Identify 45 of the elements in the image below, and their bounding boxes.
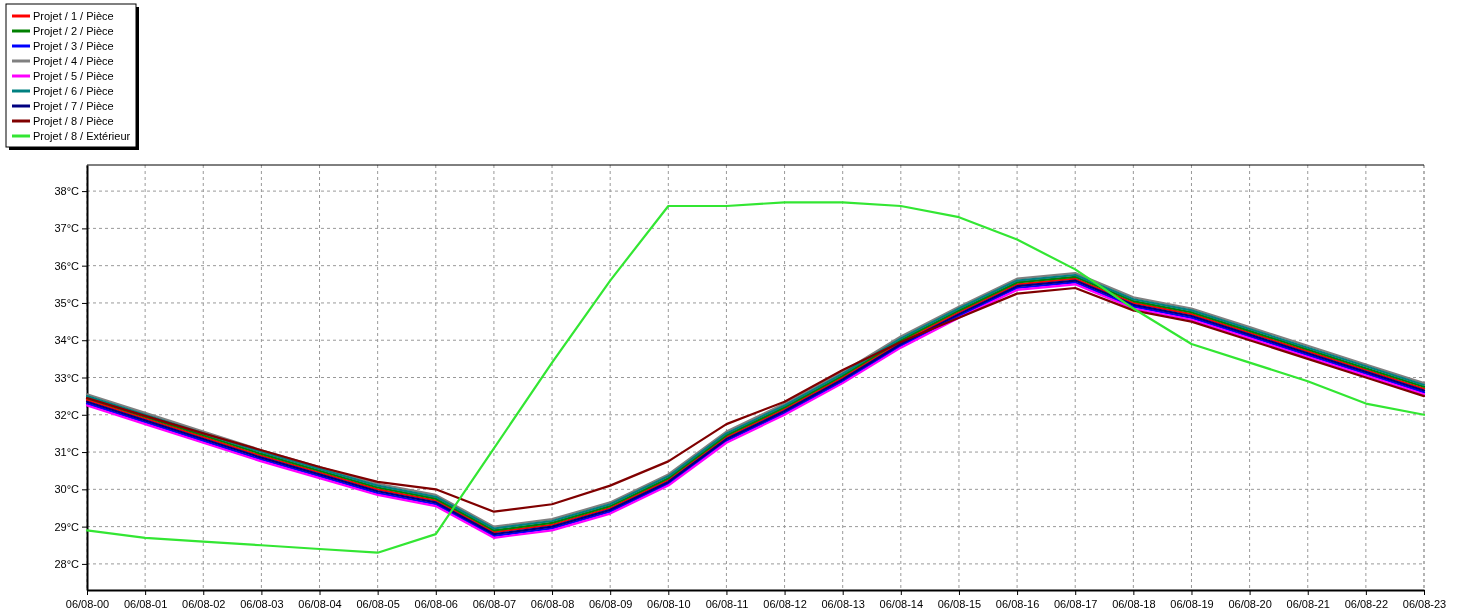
x-tick-label: 06/08-15 — [937, 597, 982, 610]
y-tick-label: 30°C — [54, 483, 80, 496]
x-tick-label: 06/08-21 — [1286, 597, 1330, 610]
x-tick-label: 06/08-08 — [530, 597, 575, 610]
legend-label: Projet / 4 / Pièce — [33, 55, 114, 67]
x-tick-label: 06/08-14 — [879, 597, 924, 610]
legend-label: Projet / 1 / Pièce — [33, 10, 114, 22]
x-tick-label: 06/08-04 — [298, 597, 342, 610]
x-tick-label: 06/08-18 — [1112, 597, 1156, 610]
y-tick-label: 34°C — [54, 334, 80, 347]
y-tick-label: 32°C — [54, 408, 80, 421]
x-tick-label: 06/08-10 — [647, 597, 691, 610]
x-tick-label: 06/08-06 — [414, 597, 458, 610]
legend-label: Projet / 8 / Extérieur — [33, 130, 131, 142]
y-tick-label: 29°C — [54, 520, 80, 533]
x-tick-label: 06/08-01 — [123, 597, 168, 610]
y-tick-label: 36°C — [54, 259, 80, 272]
x-tick-label: 06/08-09 — [588, 597, 633, 610]
legend-label: Projet / 7 / Pièce — [33, 100, 114, 112]
y-tick-label: 28°C — [54, 557, 80, 570]
x-tick-label: 06/08-03 — [240, 597, 284, 610]
y-tick-label: 35°C — [54, 296, 80, 309]
legend-label: Projet / 8 / Pièce — [33, 115, 114, 127]
y-tick-label: 37°C — [54, 222, 80, 235]
x-tick-label: 06/08-00 — [65, 597, 110, 610]
legend-label: Projet / 2 / Pièce — [33, 25, 114, 37]
x-tick-label: 06/08-07 — [472, 597, 517, 610]
x-tick-label: 06/08-13 — [821, 597, 865, 610]
x-tick-label: 06/08-17 — [1054, 597, 1098, 610]
legend-label: Projet / 5 / Pièce — [33, 70, 114, 82]
x-tick-label: 06/08-11 — [705, 597, 749, 610]
y-tick-label: 31°C — [54, 446, 80, 459]
legend-label: Projet / 6 / Pièce — [33, 85, 114, 97]
legend-label: Projet / 3 / Pièce — [33, 40, 114, 52]
x-tick-label: 06/08-22 — [1344, 597, 1389, 610]
x-tick-label: 06/08-19 — [1170, 597, 1214, 610]
x-tick-label: 06/08-23 — [1402, 597, 1447, 610]
x-tick-label: 06/08-16 — [995, 597, 1040, 610]
x-tick-label: 06/08-05 — [356, 597, 400, 610]
x-tick-label: 06/08-02 — [182, 597, 226, 610]
x-tick-label: 06/08-20 — [1228, 597, 1272, 610]
x-tick-label: 06/08-12 — [763, 597, 807, 610]
y-tick-label: 38°C — [54, 185, 80, 198]
y-tick-label: 33°C — [54, 371, 80, 384]
line-series — [85, 201, 1426, 554]
